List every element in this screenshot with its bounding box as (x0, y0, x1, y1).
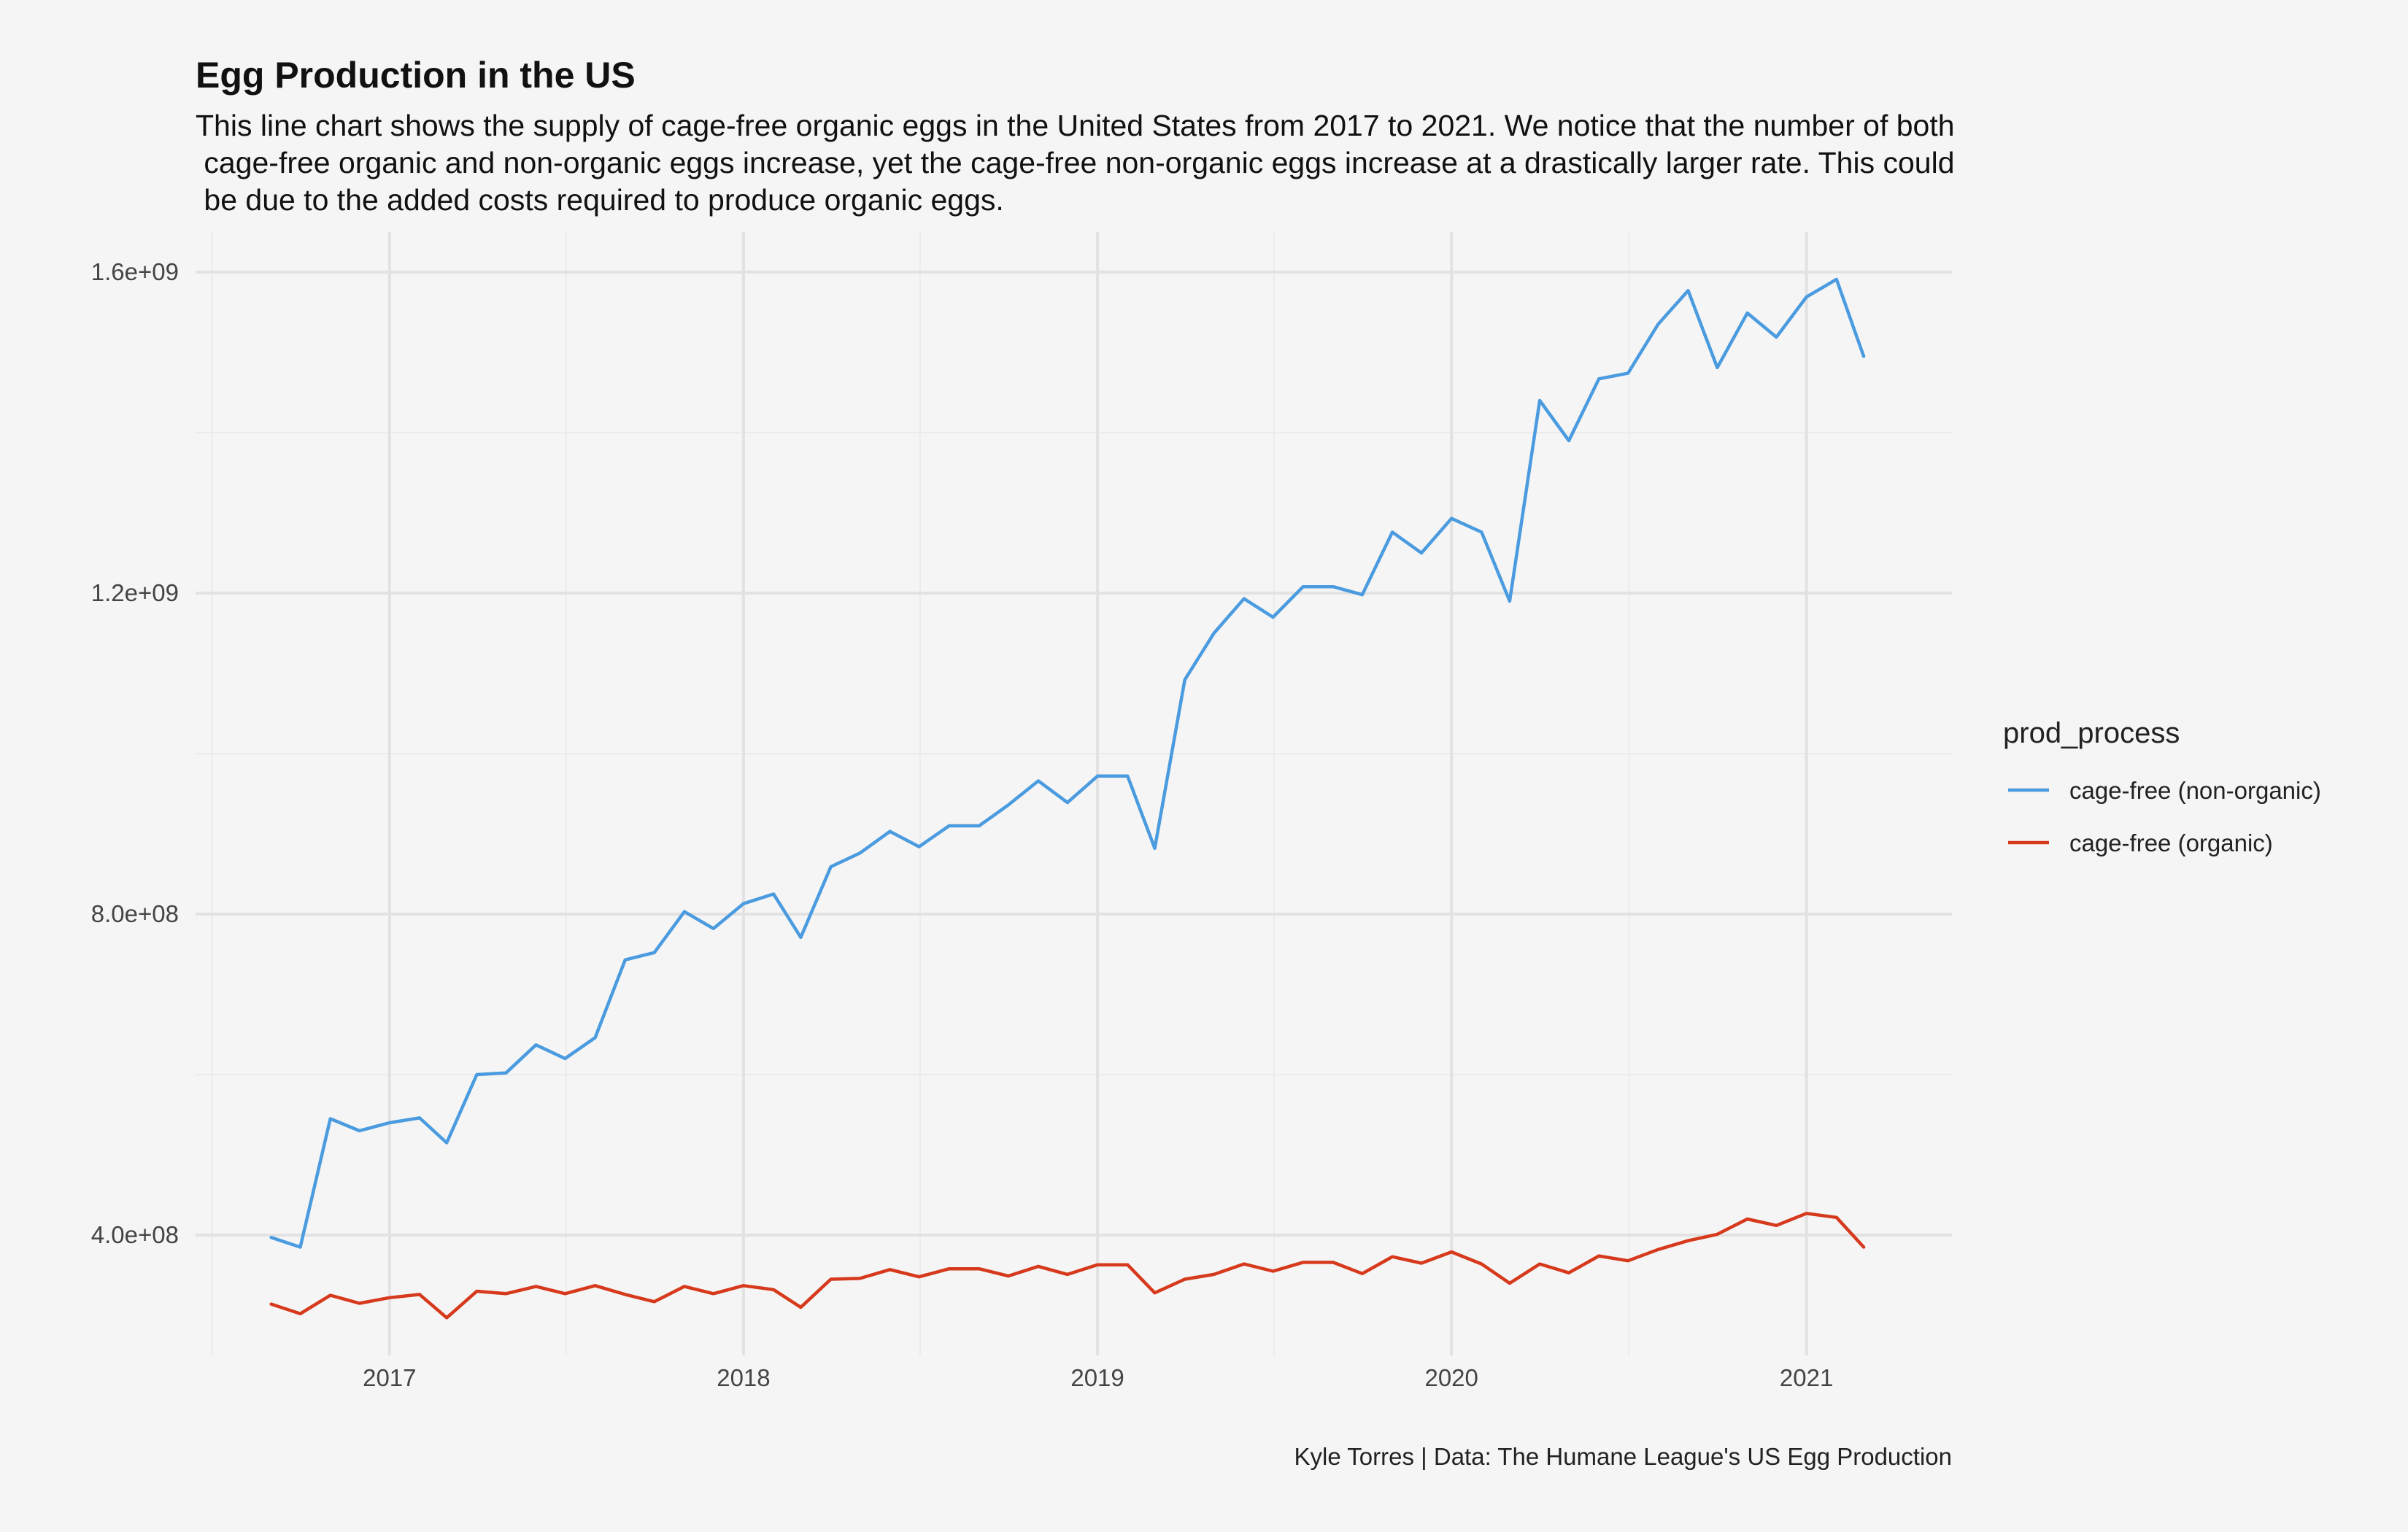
x-tick-label: 2021 (1780, 1364, 1833, 1391)
y-tick-label: 4.0e+08 (91, 1221, 179, 1248)
x-axis-ticks: 2017 2018 2019 2020 2021 (363, 1364, 1833, 1391)
legend: prod_process cage-free (non-organic) cag… (2003, 717, 2321, 856)
legend-label-organic: cage-free (organic) (2069, 829, 2273, 856)
series-line-non-organic (269, 277, 1866, 1249)
grid (196, 232, 1952, 1355)
chart-subtitle-line-2: cage-free organic and non-organic eggs i… (196, 146, 1955, 179)
series-lines (269, 277, 1866, 1320)
chart-caption: Kyle Torres | Data: The Humane League's … (1294, 1443, 1953, 1470)
x-tick-label: 2020 (1424, 1364, 1478, 1391)
x-tick-label: 2017 (363, 1364, 416, 1391)
chart-subtitle-line-3: be due to the added costs required to pr… (196, 183, 1004, 217)
legend-label-non-organic: cage-free (non-organic) (2069, 777, 2321, 804)
y-axis-ticks: 4.0e+08 8.0e+08 1.2e+09 1.6e+09 (91, 258, 179, 1248)
y-tick-label: 8.0e+08 (91, 900, 179, 927)
x-tick-label: 2019 (1070, 1364, 1124, 1391)
y-tick-label: 1.2e+09 (91, 579, 179, 606)
x-tick-label: 2018 (717, 1364, 770, 1391)
chart-title: Egg Production in the US (196, 55, 636, 96)
chart-subtitle-line-1: This line chart shows the supply of cage… (196, 109, 1955, 142)
y-tick-label: 1.6e+09 (91, 258, 179, 285)
legend-title: prod_process (2003, 717, 2180, 749)
series-line-organic (269, 1212, 1866, 1320)
